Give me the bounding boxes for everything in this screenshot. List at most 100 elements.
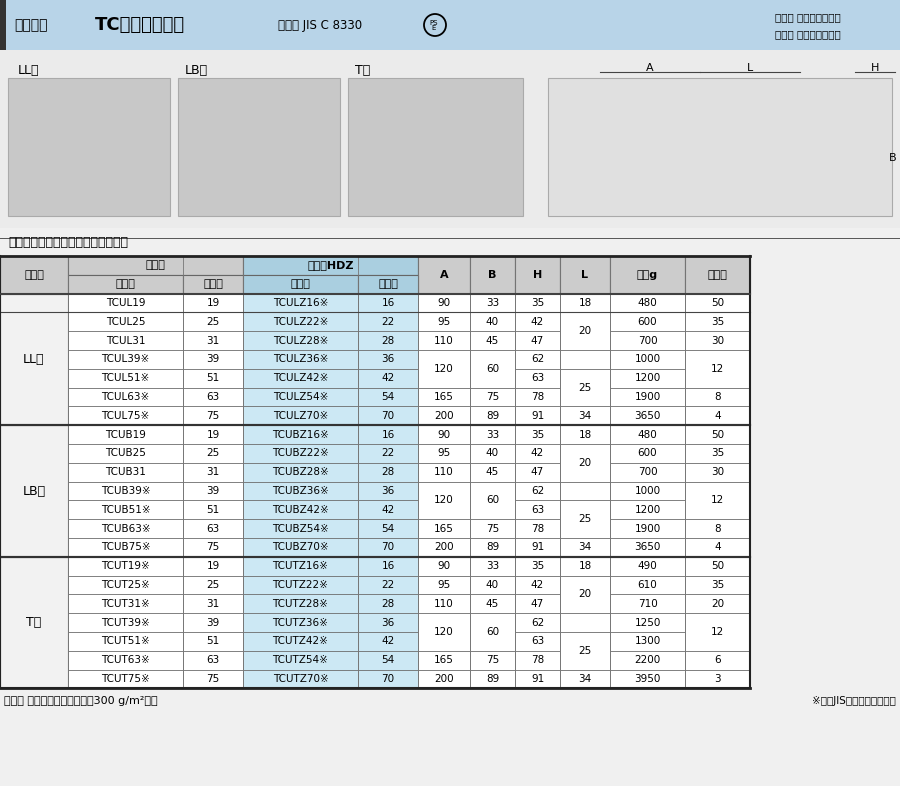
- Text: 45: 45: [486, 599, 500, 609]
- Bar: [418, 425, 470, 444]
- Text: 50: 50: [711, 561, 724, 571]
- Text: 63: 63: [206, 392, 220, 402]
- Text: 34: 34: [579, 411, 591, 421]
- Bar: [685, 256, 750, 294]
- Text: 90: 90: [437, 430, 451, 439]
- Text: TCUBZ54※: TCUBZ54※: [272, 523, 328, 534]
- Text: 梱包数: 梱包数: [707, 270, 727, 280]
- Text: T形: T形: [355, 64, 370, 76]
- Text: 31: 31: [206, 467, 220, 477]
- Bar: [470, 575, 515, 594]
- Text: 50: 50: [711, 430, 724, 439]
- Text: 1300: 1300: [634, 637, 661, 646]
- Bar: [685, 594, 750, 613]
- Bar: [515, 520, 560, 538]
- Bar: [418, 575, 470, 594]
- Bar: [560, 425, 610, 444]
- Text: 110: 110: [434, 467, 454, 477]
- Bar: [560, 556, 610, 575]
- Text: TCUTZ22※: TCUTZ22※: [273, 580, 328, 590]
- Bar: [685, 670, 750, 689]
- Text: 19: 19: [206, 430, 220, 439]
- Bar: [358, 575, 418, 594]
- Bar: [183, 406, 243, 425]
- Text: 1000: 1000: [634, 354, 661, 365]
- Text: TCUT39※: TCUT39※: [101, 618, 150, 627]
- Text: 62: 62: [531, 618, 544, 627]
- Text: 54: 54: [382, 392, 394, 402]
- Bar: [358, 369, 418, 387]
- Text: TCUTZ36※: TCUTZ36※: [273, 618, 328, 627]
- Bar: [515, 331, 560, 350]
- Bar: [418, 670, 470, 689]
- Text: 39: 39: [206, 354, 220, 365]
- Bar: [560, 556, 610, 575]
- Bar: [0, 0, 6, 50]
- Text: 91: 91: [531, 542, 544, 553]
- Bar: [418, 312, 470, 331]
- Text: 490: 490: [637, 561, 657, 571]
- Text: 600: 600: [638, 448, 657, 458]
- Text: TCUL19: TCUL19: [106, 298, 145, 308]
- Text: 700: 700: [638, 336, 657, 346]
- Bar: [610, 632, 685, 651]
- Text: 20: 20: [579, 326, 591, 336]
- Text: 45: 45: [486, 336, 500, 346]
- Bar: [610, 556, 685, 575]
- Bar: [68, 501, 183, 520]
- Text: 63: 63: [206, 523, 220, 534]
- Text: 30: 30: [711, 467, 724, 477]
- Text: TCUBZ16※: TCUBZ16※: [272, 430, 328, 439]
- Bar: [610, 613, 685, 632]
- Text: 70: 70: [382, 542, 394, 553]
- Bar: [685, 594, 750, 613]
- Bar: [418, 651, 470, 670]
- Text: 19: 19: [206, 298, 220, 308]
- Text: 40: 40: [486, 580, 500, 590]
- Bar: [470, 463, 515, 482]
- Text: 78: 78: [531, 392, 544, 402]
- Text: L: L: [581, 270, 589, 280]
- Text: 36: 36: [382, 486, 394, 496]
- Text: 75: 75: [486, 392, 500, 402]
- Bar: [348, 78, 523, 216]
- Text: 42: 42: [382, 637, 394, 646]
- Text: TCUB25: TCUB25: [105, 448, 146, 458]
- Text: ねじなし: ねじなし: [14, 18, 48, 32]
- Text: 2200: 2200: [634, 656, 661, 665]
- Bar: [418, 670, 470, 689]
- Bar: [470, 387, 515, 406]
- Bar: [358, 594, 418, 613]
- Bar: [685, 425, 750, 444]
- Bar: [610, 501, 685, 520]
- Text: 28: 28: [382, 599, 394, 609]
- Bar: [610, 350, 685, 369]
- Text: 90: 90: [437, 561, 451, 571]
- Bar: [560, 501, 610, 520]
- Bar: [515, 651, 560, 670]
- Bar: [183, 556, 243, 575]
- Bar: [470, 256, 515, 294]
- Bar: [560, 350, 610, 369]
- Text: L: L: [747, 63, 753, 73]
- Text: 60: 60: [486, 364, 500, 374]
- Bar: [243, 406, 358, 425]
- Text: 品　番: 品 番: [291, 279, 310, 289]
- Text: 62: 62: [531, 354, 544, 365]
- Bar: [560, 651, 610, 670]
- Bar: [68, 425, 183, 444]
- Bar: [560, 406, 610, 425]
- Bar: [515, 463, 560, 482]
- Bar: [418, 520, 470, 538]
- Bar: [243, 294, 358, 312]
- Text: 50: 50: [711, 298, 724, 308]
- Bar: [560, 444, 610, 482]
- Bar: [243, 594, 358, 613]
- Text: ※印はJIS規格外製品です。: ※印はJIS規格外製品です。: [812, 696, 896, 707]
- Text: TCULZ54※: TCULZ54※: [273, 392, 328, 402]
- Text: 厚鋼用 溶融亜鉛めっき: 厚鋼用 溶融亜鉛めっき: [775, 29, 841, 39]
- Bar: [515, 425, 560, 444]
- Bar: [183, 632, 243, 651]
- Text: 25: 25: [579, 383, 591, 392]
- Bar: [68, 256, 243, 275]
